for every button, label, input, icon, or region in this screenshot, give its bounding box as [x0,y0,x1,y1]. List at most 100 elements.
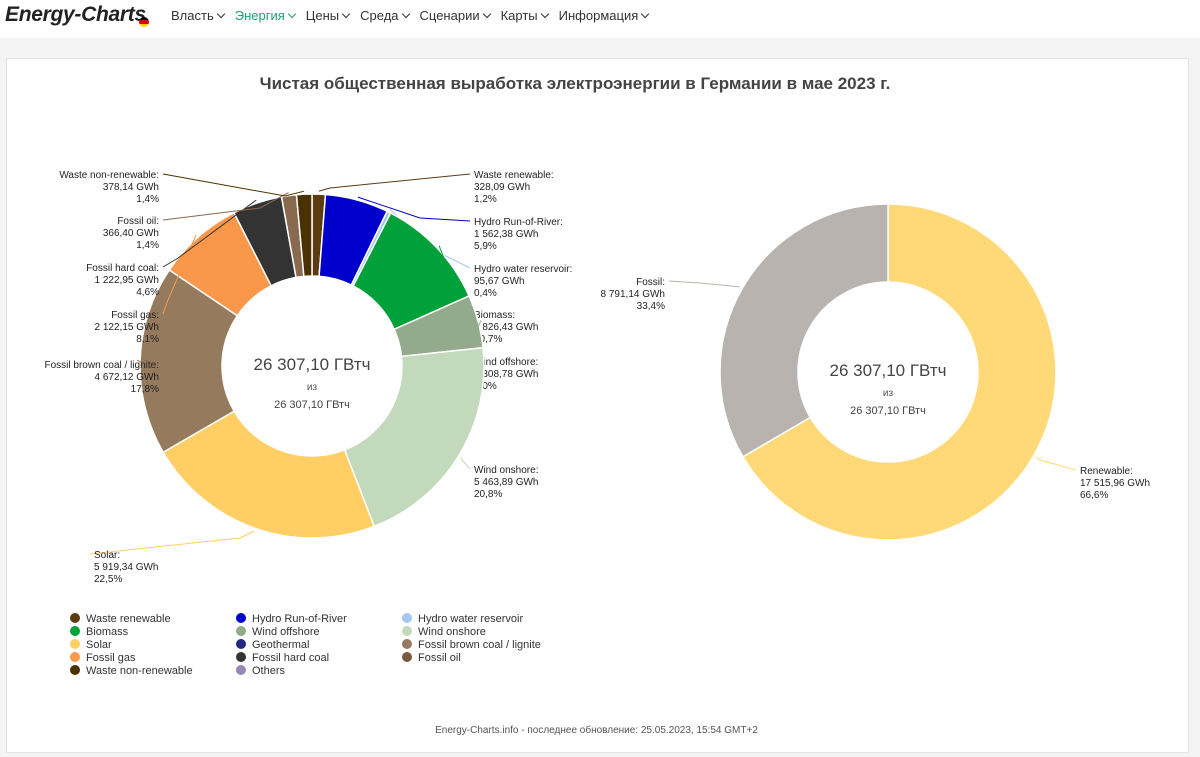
legend-marker-fossil-brown-coal-lignite[interactable] [402,639,412,649]
data-label-value: 328,09 GWh [474,182,530,193]
menu-label: Сценарии [419,8,480,23]
data-label-value: 1 562,38 GWh [474,229,538,240]
data-label-value: 5 919,34 GWh [94,562,158,573]
legend-marker-geothermal[interactable] [236,639,246,649]
data-label-percent: 5,0% [474,381,497,392]
data-label-value: 17 515,96 GWh [1080,478,1150,489]
legend-marker-fossil-gas[interactable] [70,652,80,662]
data-label-name: Fossil oil: [117,216,159,227]
menu-item-energy[interactable]: Энергия [234,8,296,23]
menu-label: Среда [360,8,399,23]
legend-item-fossil-hard-coal: Fossil hard coal [252,652,329,664]
donut1-slice-fossil-brown-coal-lignite[interactable] [139,268,239,454]
data-label-value: 1 222,95 GWh [95,275,159,286]
data-label-name: Hydro Run-of-River: [474,217,563,228]
germany-flag-icon [139,17,149,27]
donut1-connector-waste-non-renewable [162,173,305,197]
data-label-percent: 1,2% [474,194,497,205]
legend-item-solar: Solar [86,639,112,651]
legend-marker-waste-renewable[interactable] [70,613,80,623]
menu-label: Энергия [234,8,285,23]
donut1-slice-waste-non-renewable[interactable] [295,193,313,278]
menu-label: Информация [558,8,639,23]
data-label-value: 2 826,43 GWh [474,322,538,333]
legend-marker-others[interactable] [236,665,246,675]
data-label-percent: 66,6% [1080,490,1108,501]
donut1-slice-solar[interactable] [162,410,376,539]
donut1-slice-wind-onshore[interactable] [343,346,485,528]
data-label-name: Fossil: [636,277,665,288]
donut-center-value: 26 307,10 ГВтч [830,361,947,380]
legend-marker-hydro-water-reservoir[interactable] [402,613,412,623]
brand-part-charts: Charts [81,3,146,26]
data-label-value: 2 122,15 GWh [95,322,159,333]
data-label-name: Hydro water reservoir: [474,264,572,275]
donut-center-of: из [883,388,894,399]
menu-item-power[interactable]: Власть [171,8,225,23]
legend-item-waste-non-renewable: Waste non-renewable [86,665,193,677]
donut2-slice-renewable[interactable] [741,203,1057,541]
menu-item-scenarios[interactable]: Сценарии [419,8,491,23]
menu-item-prices[interactable]: Цены [305,8,351,23]
data-label-name: Renewable: [1080,466,1133,477]
data-label-percent: 33,4% [637,301,665,312]
data-label-name: Solar: [94,550,120,561]
donut1-connector-hydro-run-of-river [357,196,471,222]
legend-marker-hydro-run-of-river[interactable] [236,613,246,623]
data-label-name: Waste renewable: [474,170,554,181]
legend-marker-fossil-oil[interactable] [402,652,412,662]
data-label-percent: 5,9% [474,241,497,252]
legend-item-biomass: Biomass [86,626,129,638]
legend-marker-wind-onshore[interactable] [402,626,412,636]
donut1-connector-fossil-hard-coal [162,199,257,268]
donut2-connector-fossil [668,280,740,288]
chart-title: Чистая общественная выработка электроэне… [259,74,891,93]
data-label-percent: 22,5% [94,574,122,585]
legend-item-fossil-gas: Fossil gas [86,652,136,664]
legend-item-wind-onshore: Wind onshore [418,626,486,638]
menu-item-maps[interactable]: Карты [501,8,549,23]
footer-update-note: Energy-Charts.info - последнее обновлени… [435,725,758,736]
main-menu: Власть Энергия Цены Среда Сценарии Карты… [171,8,659,23]
brand-logo[interactable]: Energy-Charts [5,3,146,27]
brand-dash: - [74,3,82,26]
brand-part-energy: Energy [5,3,75,26]
legend-item-waste-renewable: Waste renewable [86,613,171,625]
data-label-name: Wind onshore: [474,465,538,476]
legend-item-hydro-water-reservoir: Hydro water reservoir [418,613,523,625]
menu-item-info[interactable]: Информация [558,8,650,23]
top-navbar: Energy-Charts Власть Энергия Цены Среда … [0,0,1200,38]
donut1-connector-fossil-gas [162,234,197,315]
data-label-percent: 20,8% [474,489,502,500]
data-label-value: 1 308,78 GWh [474,369,538,380]
legend-marker-waste-non-renewable[interactable] [70,665,80,675]
legend-item-others: Others [252,665,286,677]
legend-item-wind-offshore: Wind offshore [252,626,320,638]
legend-marker-solar[interactable] [70,639,80,649]
donut-center-value: 26 307,10 ГВтч [254,355,371,374]
legend-marker-fossil-hard-coal[interactable] [236,652,246,662]
legend-item-fossil-brown-coal-lignite: Fossil brown coal / lignite [418,639,541,651]
data-label-percent: 8,1% [136,334,159,345]
data-label-value: 378,14 GWh [103,182,159,193]
data-label-name: Waste non-renewable: [59,170,159,181]
donut-center-total: 26 307,10 ГВтч [274,399,350,411]
donut1-connector-fossil-oil [162,192,289,221]
legend-marker-biomass[interactable] [70,626,80,636]
donut2-slice-fossil[interactable] [719,203,889,458]
data-label-value: 4 672,12 GWh [95,372,159,383]
menu-item-environment[interactable]: Среда [360,8,410,23]
data-label-percent: 1,4% [136,194,159,205]
data-label-percent: 17,8% [131,384,159,395]
menu-label: Власть [171,8,214,23]
data-label-percent: 1,4% [136,240,159,251]
data-label-percent: 10,7% [474,334,502,345]
legend-item-hydro-run-of-river: Hydro Run-of-River [252,613,347,625]
menu-label: Цены [305,8,340,23]
legend-marker-wind-offshore[interactable] [236,626,246,636]
data-label-percent: 0,4% [474,288,497,299]
data-label-name: Fossil brown coal / lignite: [45,360,160,371]
donut1-connector-solar [89,530,255,555]
donut-center-total: 26 307,10 ГВтч [850,405,926,417]
data-label-name: Wind offshore: [474,357,538,368]
